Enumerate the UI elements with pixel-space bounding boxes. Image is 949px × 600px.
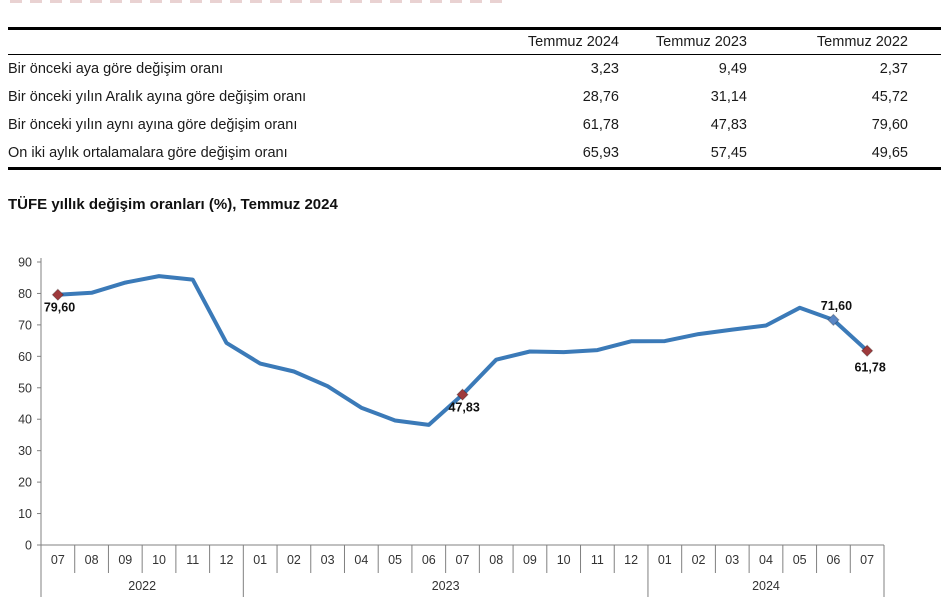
x-month-label: 03 [725, 553, 739, 567]
x-month-label: 11 [591, 553, 604, 567]
cell-value: 79,60 [871, 117, 908, 133]
row-label: On iki aylık ortalamalara göre değişim o… [8, 145, 288, 161]
cell-value: 61,78 [582, 117, 619, 133]
table-row: Bir önceki yılın Aralık ayına göre değiş… [8, 83, 941, 111]
x-month-label: 10 [557, 553, 571, 567]
y-tick-label: 70 [18, 318, 32, 332]
y-tick-label: 20 [18, 476, 32, 490]
data-point-label: 47,83 [449, 401, 480, 415]
y-tick-label: 10 [18, 507, 32, 521]
row-label: Bir önceki aya göre değişim oranı [8, 61, 224, 77]
cell-value: 28,76 [582, 89, 619, 105]
x-month-label: 03 [321, 553, 335, 567]
y-tick-label: 60 [18, 350, 32, 364]
column-header: Temmuz 2023 [619, 28, 747, 55]
cell-value: 45,72 [871, 89, 908, 105]
x-month-label: 06 [826, 553, 840, 567]
column-header: Temmuz 2022 [747, 28, 941, 55]
x-year-label: 2023 [432, 579, 460, 593]
x-month-label: 07 [860, 553, 874, 567]
y-tick-label: 40 [18, 413, 32, 427]
x-year-label: 2024 [752, 579, 780, 593]
y-tick-label: 90 [18, 256, 32, 270]
header-spacer [8, 28, 491, 55]
cell-value: 3,23 [590, 61, 619, 77]
row-label: Bir önceki yılın aynı ayına göre değişim… [8, 117, 298, 133]
cell-value: 47,83 [710, 117, 747, 133]
x-month-label: 04 [759, 553, 773, 567]
table-row: Bir önceki yılın aynı ayına göre değişim… [8, 111, 941, 139]
x-month-label: 04 [354, 553, 368, 567]
x-month-label: 09 [118, 553, 132, 567]
data-point-label: 71,60 [821, 299, 852, 313]
data-point-marker [456, 388, 469, 401]
cell-value: 57,45 [710, 145, 747, 161]
x-month-label: 08 [489, 553, 503, 567]
y-tick-label: 50 [18, 381, 32, 395]
x-month-label: 10 [152, 553, 166, 567]
cell-value: 65,93 [582, 145, 619, 161]
x-month-label: 02 [692, 553, 706, 567]
column-header: Temmuz 2024 [491, 28, 619, 55]
x-month-label: 08 [85, 553, 99, 567]
table-header-row: Temmuz 2024 Temmuz 2023 Temmuz 2022 [8, 28, 941, 55]
x-month-label: 05 [793, 553, 807, 567]
x-month-label: 07 [456, 553, 470, 567]
x-month-label: 11 [186, 553, 199, 567]
x-month-label: 02 [287, 553, 301, 567]
x-month-label: 07 [51, 553, 65, 567]
x-month-label: 06 [422, 553, 436, 567]
y-tick-label: 0 [25, 539, 32, 553]
row-label: Bir önceki yılın Aralık ayına göre değiş… [8, 89, 307, 105]
cell-value: 2,37 [879, 61, 908, 77]
chart-title: TÜFE yıllık değişim oranları (%), Temmuz… [8, 196, 338, 213]
cell-value: 31,14 [710, 89, 747, 105]
data-point-marker [860, 344, 874, 357]
data-point-label: 61,78 [854, 361, 885, 375]
x-month-label: 01 [253, 553, 267, 567]
cell-value: 9,49 [718, 61, 747, 77]
x-month-label: 12 [624, 553, 638, 567]
x-month-label: 09 [523, 553, 537, 567]
summary-table: Temmuz 2024 Temmuz 2023 Temmuz 2022 Bir … [8, 27, 941, 170]
y-tick-label: 30 [18, 444, 32, 458]
x-year-label: 2022 [128, 579, 156, 593]
y-tick-label: 80 [18, 287, 32, 301]
x-month-label: 05 [388, 553, 402, 567]
clipped-title-remnant [10, 0, 510, 3]
data-point-label: 79,60 [44, 301, 75, 315]
table-row: On iki aylık ortalamalara göre değişim o… [8, 139, 941, 169]
cell-value: 49,65 [871, 145, 908, 161]
table-row: Bir önceki aya göre değişim oranı 3,23 9… [8, 55, 941, 84]
x-month-label: 01 [658, 553, 672, 567]
data-point-marker [827, 313, 840, 327]
data-point-marker [51, 288, 65, 301]
x-month-label: 12 [220, 553, 234, 567]
